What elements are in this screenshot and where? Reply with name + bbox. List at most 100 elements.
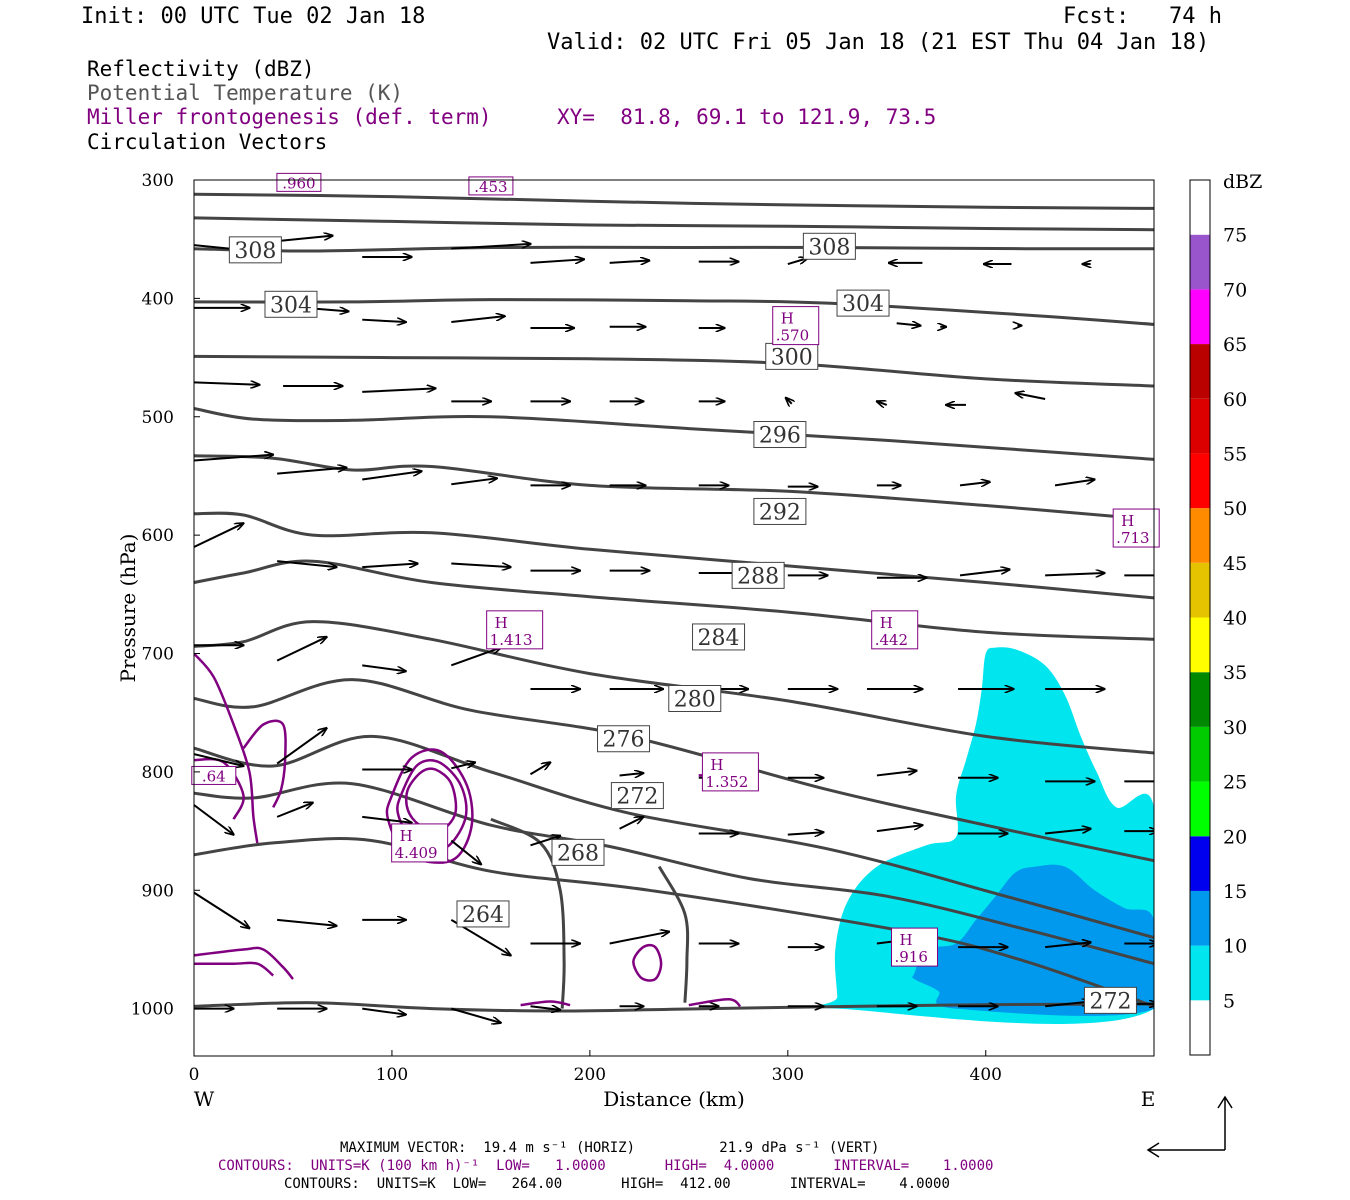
y-axis-title: Pressure (hPa) [116, 534, 140, 683]
colorbar-segment [1190, 344, 1210, 399]
theta-contour-line [657, 865, 690, 1003]
frontogenesis-value: .453 [474, 178, 507, 196]
theta-label: 300 [771, 345, 813, 370]
theta-contours [194, 192, 1154, 1013]
colorbar-tick-label: 75 [1223, 225, 1247, 247]
colorbar-tick-label: 20 [1223, 826, 1247, 848]
frontogenesis-max-h: H [1121, 512, 1134, 530]
east-label: E [1141, 1087, 1156, 1111]
x-tick-label: 0 [189, 1065, 200, 1085]
theta-contour-line [194, 620, 1154, 755]
wind-vector-arrow [1045, 829, 1091, 835]
colorbar-tick-label: 50 [1223, 498, 1247, 520]
legend-circulation-vectors: Circulation Vectors [87, 130, 328, 154]
theta-label-box [264, 290, 318, 318]
colorbar-tick-label: 65 [1223, 334, 1247, 356]
frontogenesis-max-h: H [880, 614, 893, 632]
theta-contour-line [194, 298, 1154, 326]
wind-vector-arrow [1015, 393, 1046, 400]
theta-label: 268 [557, 841, 599, 866]
wind-vectors [194, 236, 1154, 1023]
frontogenesis-max-value: .442 [875, 631, 908, 649]
wind-vector-arrow [609, 260, 650, 262]
init-time: Init: 00 UTC Tue 02 Jan 18 [81, 4, 426, 29]
theta-label-box [551, 838, 605, 866]
theta-label-box [610, 782, 664, 810]
theta-label: 292 [759, 500, 801, 525]
colorbar-segment [1190, 836, 1210, 891]
wind-vector-arrow [450, 839, 481, 865]
frontogenesis-value-box [276, 172, 322, 192]
frontogenesis-contours [194, 652, 742, 1008]
theta-label: 308 [808, 235, 850, 260]
wind-vector-arrow [450, 648, 500, 667]
colorbar-segment [1190, 562, 1210, 618]
valid-time: Valid: 02 UTC Fri 05 Jan 18 (21 EST Thu … [547, 30, 1210, 55]
colorbar-segment [1190, 234, 1210, 290]
theta-contour-line [194, 837, 1154, 1008]
frontogenesis-max-box [890, 927, 938, 967]
frontogenesis-max-h: H [400, 827, 413, 845]
frontogenesis-max-h: H [781, 310, 794, 328]
footer-miller-contours: CONTOURS: UNITS=K (100 km h)⁻¹ LOW= 1.00… [218, 1158, 994, 1174]
frontogenesis-contour [404, 767, 458, 833]
frontogenesis-contour [396, 759, 468, 851]
y-tick-label: 800 [142, 763, 174, 783]
theta-label: 296 [759, 424, 801, 449]
wind-vector-arrow [619, 773, 644, 775]
axes-orientation-icon [1146, 1095, 1233, 1158]
colorbar-tick-label: 5 [1223, 990, 1235, 1012]
y-tick-label: 500 [142, 408, 174, 428]
x-tick-label: 400 [970, 1065, 1002, 1085]
wind-vector-arrow [451, 478, 497, 486]
frontogenesis-contour [632, 943, 663, 982]
wind-vector-arrow [451, 762, 475, 770]
wind-vector-arrow [619, 817, 644, 830]
colorbar-tick-label: 10 [1223, 936, 1247, 958]
legend-xy-coordinates: XY= 81.8, 69.1 to 121.9, 73.5 [557, 105, 937, 129]
frontogenesis-max-value: .916 [894, 948, 927, 966]
theta-label-box [802, 232, 856, 260]
west-label: W [194, 1087, 215, 1111]
theta-label-box [765, 342, 819, 370]
theta-contour-line [194, 245, 1154, 253]
wind-vector-arrow [876, 771, 917, 777]
theta-label-box [597, 725, 651, 753]
frontogenesis-max-box [871, 610, 919, 650]
colorbar-frame [1189, 179, 1211, 1056]
colorbar-tick-label: 35 [1223, 662, 1247, 684]
y-tick-label: 400 [142, 289, 174, 309]
wind-vector-arrow [276, 637, 326, 662]
theta-label-box [456, 900, 510, 928]
wind-vector-arrow [276, 803, 313, 818]
theta-contour-line [194, 407, 1154, 461]
x-tick-label: 100 [376, 1065, 408, 1085]
theta-contour-line [194, 781, 1154, 966]
wind-vector-arrow [1045, 942, 1091, 949]
theta-contour-line [490, 817, 566, 1009]
x-tick-label: 200 [574, 1065, 606, 1085]
contour-labels: 308 308 304 304 300 296 292 288 284 280 276 272 268 2… [191, 172, 1160, 1014]
legend-reflectivity: Reflectivity (dBZ) [87, 57, 315, 81]
wind-vector-arrow [529, 762, 550, 776]
colorbar-segment [1190, 453, 1210, 509]
wind-vector-arrow [786, 398, 792, 404]
colorbar-segment [1190, 726, 1210, 782]
theta-contour-line [194, 192, 1154, 210]
theta-label-box [668, 684, 722, 712]
theta-contour-line [194, 354, 1154, 388]
colorbar-segment [1190, 890, 1210, 946]
frontogenesis-value: .960 [282, 174, 315, 192]
forecast-hour: Fcst: 74 h [1063, 4, 1222, 29]
frontogenesis-value-box [191, 765, 237, 785]
frontogenesis-max-h: H [495, 614, 508, 632]
theta-label: 276 [603, 728, 645, 753]
colorbar-segment [1190, 617, 1210, 673]
frontogenesis-value: .64 [202, 767, 226, 785]
wind-vector-arrow [451, 1007, 500, 1023]
frontogenesis-contour [688, 997, 742, 1008]
theta-contour-line [194, 734, 1154, 940]
colorbar-segment [1190, 1000, 1210, 1055]
frontogenesis-max-value: .570 [776, 327, 809, 345]
plot-frame [193, 179, 1155, 1057]
